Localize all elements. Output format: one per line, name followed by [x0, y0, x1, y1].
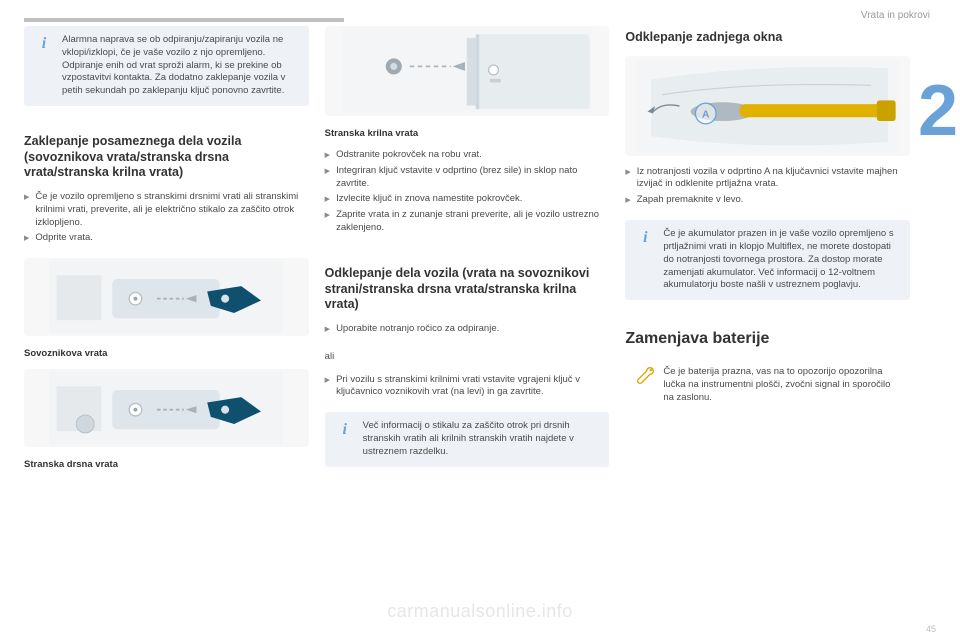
heading-locking: Zaklepanje posameznega dela vozila (sovo…	[24, 134, 309, 181]
heading-battery-replace: Zamenjava baterije	[625, 330, 910, 348]
list-item: Izvlecite ključ in znova namestite pokro…	[325, 193, 610, 206]
header-rule	[24, 18, 344, 22]
column-2: Stranska krilna vrata Odstranite pokrovč…	[325, 26, 610, 611]
list-item: Integriran ključ vstavite v odprtino (br…	[325, 165, 610, 191]
info-icon: i	[635, 228, 655, 248]
info-icon: i	[34, 34, 54, 54]
list-item-text: Iz notranjosti vozila v odprtino A na kl…	[637, 166, 910, 192]
page-number: 45	[926, 624, 936, 634]
caption-passenger-door: Sovoznikova vrata	[24, 348, 309, 359]
list-item-text: Zapah premaknite v levo.	[637, 194, 744, 207]
list-item: Iz notranjosti vozila v odprtino A na kl…	[625, 166, 910, 192]
list-item: Zapah premaknite v levo.	[625, 194, 910, 207]
list-item-text: Uporabite notranjo ročico za odpiranje.	[336, 323, 499, 336]
info-icon: i	[335, 420, 355, 440]
watermark: carmanualsonline.info	[387, 601, 573, 622]
col3-list: Iz notranjosti vozila v odprtino A na kl…	[625, 166, 910, 210]
tip-alarm: i Alarmna naprava se ob odpiranju/zapira…	[24, 26, 309, 106]
list-item: Če je vozilo opremljeno s stranskimi drs…	[24, 191, 309, 229]
list-item: Uporabite notranjo ročico za odpiranje.	[325, 323, 610, 336]
figure-passenger-door	[24, 258, 309, 336]
header-section: Vrata in pokrovi	[861, 10, 930, 21]
list-item-text: Če je vozilo opremljeno s stranskimi drs…	[35, 191, 308, 229]
figure-rear-window: A	[625, 56, 910, 156]
figure-hinged-door	[325, 26, 610, 116]
list-item-text: Zaprite vrata in z zunanje strani prever…	[336, 209, 609, 235]
svg-text:A: A	[702, 109, 710, 120]
list-item: Odstranite pokrovček na robu vrat.	[325, 149, 610, 162]
column-1: i Alarmna naprava se ob odpiranju/zapira…	[24, 26, 309, 611]
caption-hinged-door: Stranska krilna vrata	[325, 128, 610, 139]
list-item: Zaprite vrata in z zunanje strani prever…	[325, 209, 610, 235]
tip-keyempty-text: Če je baterija prazna, vas na to opozori…	[663, 366, 900, 404]
col1-list: Če je vozilo opremljeno s stranskimi drs…	[24, 191, 309, 248]
tip-childlock: i Več informacij o stikalu za zaščito ot…	[325, 412, 610, 466]
col2-list3: Pri vozilu s stranskimi krilnimi vrati v…	[325, 374, 610, 403]
col2-list1: Odstranite pokrovček na robu vrat. Integ…	[325, 149, 610, 238]
list-item-text: Izvlecite ključ in znova namestite pokro…	[336, 193, 522, 206]
heading-rear-window: Odklepanje zadnjega okna	[625, 30, 910, 46]
heading-unlock-section: Odklepanje dela vozila (vrata na sovozni…	[325, 266, 610, 313]
tip-battery-text: Če je akumulator prazen in je vaše vozil…	[663, 228, 900, 292]
list-item-text: Integriran ključ vstavite v odprtino (br…	[336, 165, 609, 191]
page: Vrata in pokrovi 2 i Alarmna naprava se …	[0, 0, 960, 640]
caption-sliding-door: Stranska drsna vrata	[24, 459, 309, 470]
spanner-icon	[635, 366, 655, 386]
chapter-number: 2	[918, 75, 960, 147]
list-item-text: Odstranite pokrovček na robu vrat.	[336, 149, 482, 162]
figure-sliding-door	[24, 369, 309, 447]
columns: i Alarmna naprava se ob odpiranju/zapira…	[24, 26, 936, 611]
tip-childlock-text: Več informacij o stikalu za zaščito otro…	[363, 420, 600, 458]
tip-battery: i Če je akumulator prazen in je vaše voz…	[625, 220, 910, 300]
column-3: Odklepanje zadnjega okna A	[625, 26, 936, 611]
list-item: Pri vozilu s stranskimi krilnimi vrati v…	[325, 374, 610, 400]
list-item: Odprite vrata.	[24, 232, 309, 245]
tip-alarm-text: Alarmna naprava se ob odpiranju/zapiranj…	[62, 34, 299, 98]
tip-keyempty: Če je baterija prazna, vas na to opozori…	[625, 358, 910, 412]
list-item-text: Pri vozilu s stranskimi krilnimi vrati v…	[336, 374, 609, 400]
col2-list2: Uporabite notranjo ročico za odpiranje.	[325, 323, 610, 339]
alt-text: ali	[325, 351, 610, 362]
list-item-text: Odprite vrata.	[35, 232, 93, 245]
